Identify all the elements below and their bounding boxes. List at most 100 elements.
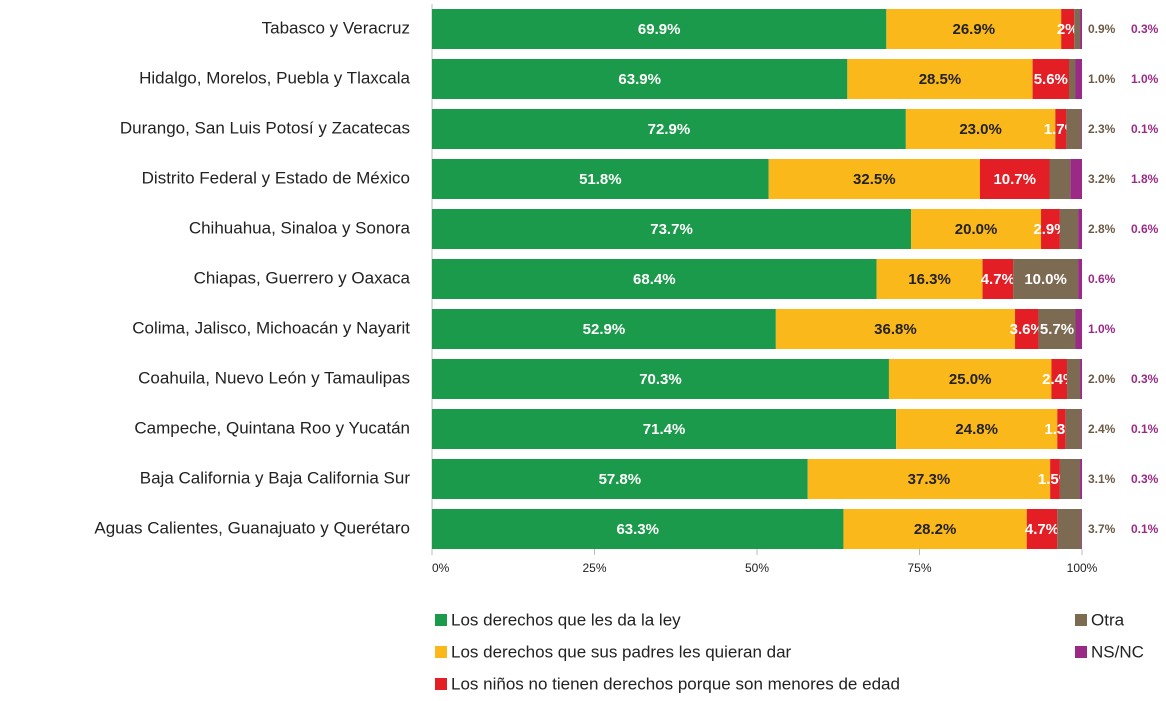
bar-segment xyxy=(432,159,769,199)
data-label: 72.9% xyxy=(648,121,691,138)
bar-segment xyxy=(1057,409,1066,449)
legend-label: Los niños no tienen derechos porque son … xyxy=(451,674,900,693)
category-label: Baja California y Baja California Sur xyxy=(140,468,411,487)
data-label: 3.6% xyxy=(1010,321,1044,338)
legend-swatch xyxy=(1075,646,1087,658)
category-label: Tabasco y Veracruz xyxy=(262,18,410,37)
legend-swatch xyxy=(435,678,447,690)
bar-segment xyxy=(432,259,877,299)
category-label: Aguas Calientes, Guanajuato y Querétaro xyxy=(94,518,410,537)
data-label: 2.9% xyxy=(1033,221,1067,238)
bar-segment xyxy=(982,259,1014,299)
data-label: 16.3% xyxy=(908,271,951,288)
data-label: 5.7% xyxy=(1040,321,1074,338)
bar-segment xyxy=(432,509,844,549)
bar-segment xyxy=(1070,159,1082,199)
bar-segment xyxy=(1038,309,1076,349)
bar-segment xyxy=(432,309,776,349)
bar-segment xyxy=(905,109,1056,149)
bar-segment xyxy=(1081,409,1082,449)
category-label: Campeche, Quintana Roo y Yucatán xyxy=(134,418,410,437)
data-label: 0.1% xyxy=(1131,122,1159,136)
bar-segment xyxy=(979,159,1050,199)
bar-segment xyxy=(1065,409,1082,449)
data-label: 3.2% xyxy=(1088,172,1116,186)
bar-segment xyxy=(432,359,889,399)
category-label: Chihuahua, Sinaloa y Sonora xyxy=(189,218,411,237)
data-label: 32.5% xyxy=(853,171,896,188)
data-label: 1.0% xyxy=(1088,322,1116,336)
x-tick-label: 25% xyxy=(582,561,606,575)
legend-label: Otra xyxy=(1091,610,1125,629)
data-label: 0.3% xyxy=(1131,22,1159,36)
bar-segment xyxy=(1015,309,1039,349)
bar-segment xyxy=(1055,109,1067,149)
data-label: 70.3% xyxy=(639,371,682,388)
data-label: 57.8% xyxy=(599,471,642,488)
data-label: 2.0% xyxy=(1088,372,1116,386)
data-label: 25.0% xyxy=(949,371,992,388)
data-label: 2.3% xyxy=(1088,122,1116,136)
category-label: Distrito Federal y Estado de México xyxy=(142,168,410,187)
bar-segment xyxy=(1057,509,1082,549)
legend-label: Los derechos que sus padres les quieran … xyxy=(451,642,792,661)
bar-segment xyxy=(1080,459,1082,499)
bar-segment xyxy=(1081,109,1082,149)
data-label: 51.8% xyxy=(579,171,622,188)
bar-segment xyxy=(876,259,983,299)
bar-segment xyxy=(432,109,906,149)
legend-swatch xyxy=(1075,614,1087,626)
bar-segment xyxy=(1080,9,1082,49)
bar-segment xyxy=(1032,59,1069,99)
bar-segment xyxy=(775,309,1016,349)
data-label: 28.2% xyxy=(914,521,957,538)
data-label: 1.0% xyxy=(1131,72,1159,86)
legend-label: Los derechos que les da la ley xyxy=(451,610,681,629)
bar-segment xyxy=(843,509,1027,549)
bar-segment xyxy=(1059,209,1079,249)
bar-segment xyxy=(847,59,1033,99)
x-tick-label: 100% xyxy=(1067,561,1098,575)
bar-segment xyxy=(807,459,1051,499)
data-label: 0.6% xyxy=(1131,222,1159,236)
data-label: 4.7% xyxy=(981,271,1015,288)
legend-swatch xyxy=(435,614,447,626)
bar-segment xyxy=(432,59,848,99)
data-label: 0.1% xyxy=(1131,422,1159,436)
data-label: 36.8% xyxy=(874,321,917,338)
data-label: 24.8% xyxy=(955,421,998,438)
bar-segment xyxy=(1075,309,1082,349)
data-label: 69.9% xyxy=(638,21,681,38)
bar-segment xyxy=(1081,509,1082,549)
data-label: 26.9% xyxy=(953,21,996,38)
bar-segment xyxy=(1041,209,1060,249)
data-label: 20.0% xyxy=(955,221,998,238)
data-label: 23.0% xyxy=(959,121,1002,138)
category-label: Hidalgo, Morelos, Puebla y Tlaxcala xyxy=(139,68,410,87)
bar-segment xyxy=(1078,259,1082,299)
category-label: Chiapas, Guerrero y Oaxaca xyxy=(194,268,411,287)
data-label: 63.9% xyxy=(618,71,661,88)
bar-segment xyxy=(1075,59,1082,99)
x-tick-label: 0% xyxy=(432,561,450,575)
data-label: 2.8% xyxy=(1088,222,1116,236)
category-label: Colima, Jalisco, Michoacán y Nayarit xyxy=(132,318,410,337)
data-label: 5.6% xyxy=(1034,71,1068,88)
bar-segment xyxy=(432,209,912,249)
bar-segment xyxy=(1074,9,1081,49)
bar-segment xyxy=(1067,359,1081,399)
bar-segment xyxy=(1078,209,1082,249)
bar-segment xyxy=(768,159,980,199)
data-label: 28.5% xyxy=(919,71,962,88)
legend-swatch xyxy=(435,646,447,658)
x-tick-label: 75% xyxy=(907,561,931,575)
category-label: Coahuila, Nuevo León y Tamaulipas xyxy=(138,368,410,387)
bar-segment xyxy=(888,359,1052,399)
data-label: 2% xyxy=(1057,21,1079,38)
bar-segment xyxy=(911,209,1042,249)
bar-segment xyxy=(896,409,1058,449)
x-tick-label: 50% xyxy=(745,561,769,575)
bar-segment xyxy=(1080,359,1082,399)
data-label: 0.9% xyxy=(1088,22,1116,36)
